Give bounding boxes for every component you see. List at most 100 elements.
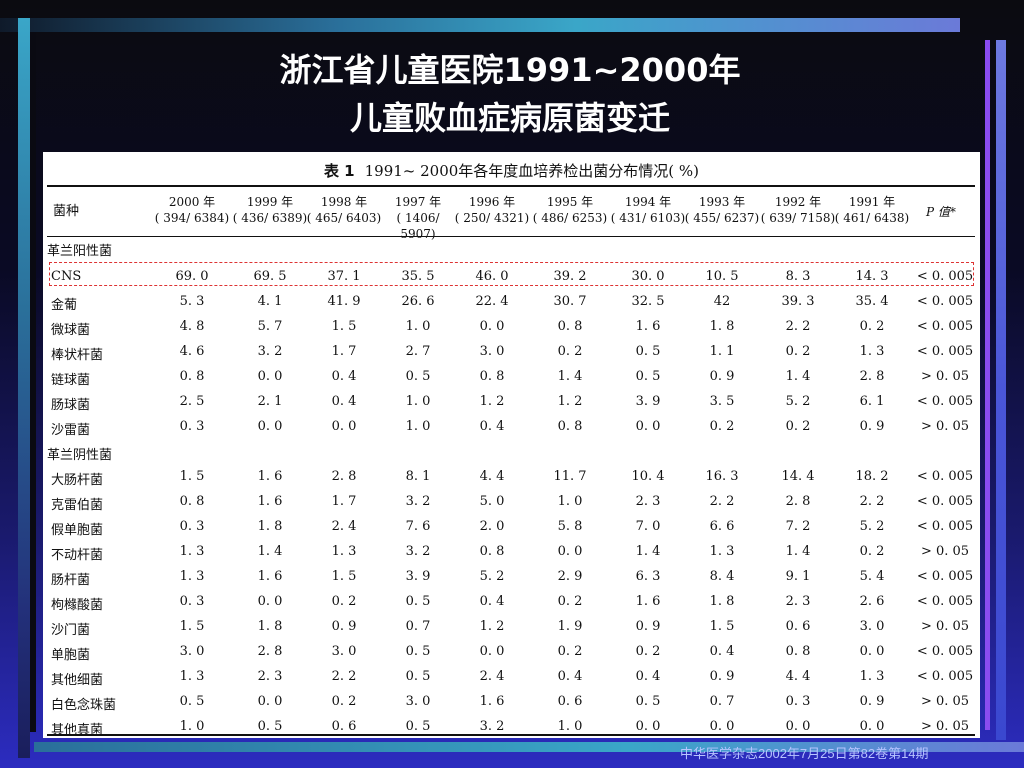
table-cell: 3. 2 (405, 494, 431, 509)
table-row: 单胞菌 3. 0 2. 8 3. 0 0. 5 0. 0 0. 2 0. 2 0. 4 0. 8 0… (43, 640, 980, 665)
title-line-1: 浙江省儿童医院1991~2000年 (279, 51, 741, 89)
table-row: 微球菌 4. 8 5. 7 1. 5 1. 0 0. 0 0. 8 1. 6 1. 8 2. 2 0… (43, 315, 980, 340)
table-cell: 1. 5 (709, 619, 735, 634)
table-cell: 0. 0 (257, 594, 283, 609)
p-value-cell: > 0. 05 (920, 694, 970, 709)
p-value-cell: < 0. 005 (916, 569, 974, 584)
caption-text: 1991~ 2000年各年度血培养检出菌分布情况( %) (364, 162, 700, 180)
table-cell: 1. 6 (257, 569, 283, 584)
table-cell: 1. 5 (331, 569, 357, 584)
table-row: 其他真菌 1. 0 0. 5 0. 6 0. 5 3. 2 1. 0 0. 0 0. 0 0. 0… (43, 715, 980, 740)
table-cell: 1. 4 (785, 369, 811, 384)
table-cell: 0. 0 (635, 719, 661, 734)
table-cell: 2. 2 (331, 669, 357, 684)
table-cell: 1. 8 (257, 519, 283, 534)
table-cell: 22. 4 (475, 294, 509, 309)
table-cell: 46. 0 (475, 269, 509, 284)
table-cell: 0. 0 (785, 719, 811, 734)
header-year: 1993 年 (698, 195, 746, 209)
table-cell: 2. 8 (257, 644, 283, 659)
table-cell: 30. 7 (553, 294, 587, 309)
table-cell: 0. 2 (331, 694, 357, 709)
table-cell: 2. 4 (479, 669, 505, 684)
table-cell: 3. 2 (405, 544, 431, 559)
table-cell: 2. 2 (859, 494, 885, 509)
table-cell: 0. 5 (635, 344, 661, 359)
p-value-cell: > 0. 05 (920, 719, 970, 734)
table-cell: 4. 4 (785, 669, 811, 684)
table-row: CNS 69. 0 69. 5 37. 1 35. 5 46. 0 39. 2 30. 0 10… (43, 265, 980, 290)
table-cell: 2. 2 (709, 494, 735, 509)
table-cell: 1. 2 (479, 619, 505, 634)
row-label: CNS (51, 269, 82, 284)
table-row: 链球菌 0. 8 0. 0 0. 4 0. 5 0. 8 1. 4 0. 5 0. 9 1. 4 2… (43, 365, 980, 390)
table-cell: 1. 6 (257, 469, 283, 484)
table-cell: 10. 5 (705, 269, 739, 284)
table-row: 肠球菌 2. 5 2. 1 0. 4 1. 0 1. 2 1. 2 3. 9 3. 5 5. 2 6… (43, 390, 980, 415)
row-label: 白色念珠菌 (51, 698, 117, 713)
table-row: 沙门菌 1. 5 1. 8 0. 9 0. 7 1. 2 1. 9 0. 9 1. 5 0. 6 3… (43, 615, 980, 640)
table-cell: 39. 2 (553, 269, 587, 284)
table-cell: 1. 4 (557, 369, 583, 384)
p-value-cell: > 0. 05 (920, 544, 970, 559)
table-cell: 39. 3 (781, 294, 815, 309)
table-cell: 0. 2 (635, 644, 661, 659)
header-year: 1999 年 (246, 195, 294, 209)
table-row: 其他细菌 1. 3 2. 3 2. 2 0. 5 2. 4 0. 4 0. 4 0. 9 4. 4… (43, 665, 980, 690)
table-cell: 0. 8 (179, 494, 205, 509)
header-count: ( 250/ 4321) (454, 211, 530, 225)
table-cell: 0. 8 (179, 369, 205, 384)
table-row: 不动杆菌 1. 3 1. 4 1. 3 3. 2 0. 8 0. 0 1. 4 1. 3 1. 4… (43, 540, 980, 565)
table-cell: 1. 0 (557, 719, 583, 734)
header-year-col: 1992 年 ( 639/ 7158) (759, 194, 837, 226)
table-cell: 2. 0 (479, 519, 505, 534)
header-year-col: 1996 年 ( 250/ 4321) (453, 194, 531, 226)
table-cell: 1. 8 (257, 619, 283, 634)
table-cell: 2. 2 (785, 319, 811, 334)
table-cell: 0. 2 (557, 644, 583, 659)
table-cell: 0. 0 (479, 319, 505, 334)
row-label: 其他细菌 (51, 673, 104, 688)
table-cell: 1. 9 (557, 619, 583, 634)
table-row: 肠杆菌 1. 3 1. 6 1. 5 3. 9 5. 2 2. 9 6. 3 8. 4 9. 1 5… (43, 565, 980, 590)
table-cell: 5. 4 (859, 569, 885, 584)
header-year-col: 1997 年 ( 1406/ 5907) (379, 194, 457, 242)
table-cell: 6. 6 (709, 519, 735, 534)
table-cell: 5. 0 (479, 494, 505, 509)
header-year: 1998 年 (320, 195, 368, 209)
table-cell: 0. 4 (557, 669, 583, 684)
p-value-cell: < 0. 005 (916, 469, 974, 484)
table-cell: 8. 4 (709, 569, 735, 584)
table-cell: 1. 8 (709, 594, 735, 609)
table-cell: 0. 0 (479, 644, 505, 659)
header-year-col: 1995 年 ( 486/ 6253) (531, 194, 609, 226)
header-year-col: 1993 年 ( 455/ 6237) (683, 194, 761, 226)
table-row: 金葡 5. 3 4. 1 41. 9 26. 6 22. 4 30. 7 32. 5 42 39.… (43, 290, 980, 315)
row-label: 大肠杆菌 (51, 473, 104, 488)
row-label: 克雷伯菌 (51, 498, 104, 513)
p-value-cell: > 0. 05 (920, 619, 970, 634)
p-value-cell: < 0. 005 (916, 594, 974, 609)
header-year: 1994 年 (624, 195, 672, 209)
p-value-cell: < 0. 005 (916, 494, 974, 509)
table-cell: 32. 5 (631, 294, 665, 309)
table-cell: 16. 3 (705, 469, 739, 484)
table-cell: 0. 4 (331, 394, 357, 409)
row-label: 肠杆菌 (51, 573, 91, 588)
header-year-col: 1991 年 ( 461/ 6438) (833, 194, 911, 226)
p-value-cell: < 0. 005 (916, 519, 974, 534)
row-label: 微球菌 (51, 323, 91, 338)
p-value-cell: < 0. 005 (916, 669, 974, 684)
table-cell: 0. 9 (331, 619, 357, 634)
header-year: 1991 年 (848, 195, 896, 209)
table-cell: 0. 0 (257, 369, 283, 384)
table-cell: 0. 9 (709, 369, 735, 384)
table-row: 棒状杆菌 4. 6 3. 2 1. 7 2. 7 3. 0 0. 2 0. 5 1. 1 0. 2… (43, 340, 980, 365)
title-line-2: 儿童败血症病原菌变迁 (349, 99, 670, 137)
row-label: 链球菌 (51, 373, 91, 388)
table-cell: 18. 2 (855, 469, 889, 484)
table-cell: 1. 3 (179, 544, 205, 559)
table-cell: 0. 2 (859, 544, 885, 559)
highlight-box-cns (49, 262, 974, 286)
inner-accent-bar (30, 32, 36, 732)
